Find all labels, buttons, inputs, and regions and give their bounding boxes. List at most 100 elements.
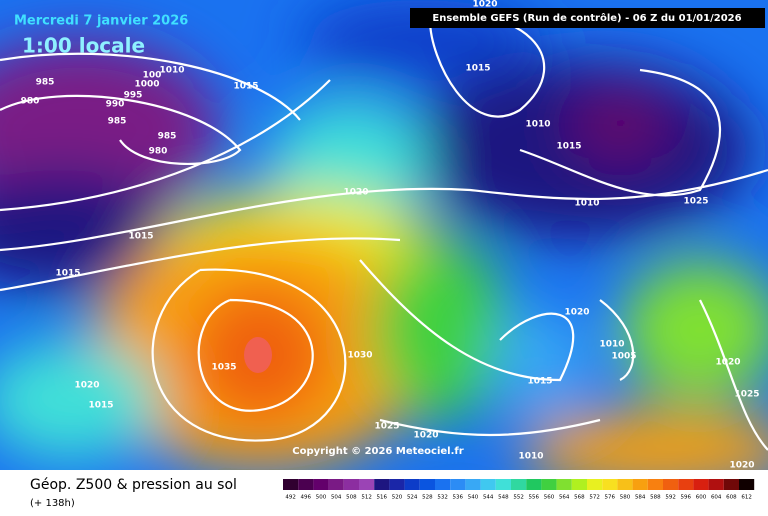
colorbar-swatch [617, 479, 633, 490]
isobar-label: 1020 [472, 0, 497, 10]
colorbar-swatch [693, 479, 709, 490]
colorbar-label: 540 [468, 495, 479, 501]
colorbar-label: 532 [437, 495, 448, 501]
colorbar-swatch [283, 479, 299, 490]
isobar-label: 985 [36, 78, 55, 88]
isobar-label: 1015 [527, 377, 552, 387]
colorbar-swatch [663, 479, 679, 490]
isobar-label: 1005 [611, 352, 636, 362]
isobar-label: 990 [106, 100, 125, 110]
run-label: Ensemble GEFS (Run de contrôle) - 06 Z d… [432, 12, 741, 24]
colorbar-label: 524 [407, 495, 418, 501]
colorbar-swatch [571, 479, 587, 490]
isobar-label: 1010 [525, 120, 550, 130]
isobar-label: 1020 [715, 358, 740, 368]
isobar-label: 1010 [159, 66, 184, 76]
date-title: Mercredi 7 janvier 2026 [14, 14, 188, 29]
isobar-label: 995 [124, 91, 143, 101]
run-box [410, 8, 765, 28]
colorbar-label: 492 [285, 495, 296, 501]
colorbar-label: 496 [301, 495, 312, 501]
isobar-label: 985 [158, 132, 177, 142]
colorbar-swatch [313, 479, 329, 490]
colorbar-swatch [374, 479, 390, 490]
colorbar-label: 612 [741, 495, 752, 501]
isobar-label: 1020 [564, 308, 589, 318]
colorbar-swatch [435, 479, 451, 490]
colorbar-swatch [328, 479, 344, 490]
colorbar-swatch [389, 479, 405, 490]
colorbar-swatch [465, 479, 481, 490]
colorbar-label: 564 [559, 495, 570, 501]
colorbar-label: 504 [331, 495, 342, 501]
colorbar-swatch [602, 479, 618, 490]
isobar-label: 100 [143, 71, 162, 81]
isobar-label: 1015 [128, 232, 153, 242]
isobar-label: 985 [108, 117, 127, 127]
colorbar-label: 516 [377, 495, 388, 501]
colorbar-swatch [359, 479, 375, 490]
colorbar-swatch [511, 479, 527, 490]
colorbar-label: 600 [696, 495, 707, 501]
isobar-label: 1025 [734, 390, 759, 400]
colorbar-label: 588 [650, 495, 661, 501]
colorbar-label: 604 [711, 495, 722, 501]
footer-lead: (+ 138h) [30, 498, 75, 509]
colorbar-swatch [541, 479, 557, 490]
colorbar-swatch [298, 479, 314, 490]
colorbar-label: 608 [726, 495, 737, 501]
colorbar-swatch [495, 479, 511, 490]
isobar-label: 1020 [343, 188, 368, 198]
isobar-label: 1010 [599, 340, 624, 350]
isobar-label: 1015 [233, 82, 258, 92]
colorbar-label: 576 [605, 495, 616, 501]
colorbar-label: 520 [392, 495, 403, 501]
colorbar-label: 584 [635, 495, 646, 501]
time-label: 1:00 locale [22, 34, 145, 58]
colorbar-label: 592 [665, 495, 676, 501]
isobar-label: 1000 [134, 80, 159, 90]
colorbar-swatch [708, 479, 724, 490]
colorbar-label: 508 [346, 495, 357, 501]
colorbar-swatch [678, 479, 694, 490]
copyright: Copyright © 2026 Meteociel.fr [292, 446, 463, 457]
colorbar-swatch [723, 479, 739, 490]
colorbar-label: 500 [316, 495, 327, 501]
isobar-label: 980 [149, 147, 168, 157]
isobar-label: 1030 [347, 351, 372, 361]
colorbar-label: 544 [483, 495, 494, 501]
colorbar-swatch [526, 479, 542, 490]
isobar-label: 1015 [88, 401, 113, 411]
footer-title: Géop. Z500 & pression au sol [30, 477, 237, 493]
isobar-label: 1025 [374, 422, 399, 432]
isobar-label: 1010 [518, 452, 543, 462]
colorbar-label: 536 [453, 495, 464, 501]
isobar-label: 1015 [465, 64, 490, 74]
colorbar-swatch [343, 479, 359, 490]
colorbar-swatch [647, 479, 663, 490]
colorbar-swatch [419, 479, 435, 490]
colorbar-label: 560 [544, 495, 555, 501]
colorbar-swatch [556, 479, 572, 490]
isobar-label: 1020 [729, 461, 754, 471]
isobar-label: 1035 [211, 363, 236, 373]
isobar-label: 1015 [55, 269, 80, 279]
colorbar-label: 580 [620, 495, 631, 501]
colorbar: 492 496 500 504 508 512 516 520 524 528 532 536 540 5… [283, 479, 755, 501]
colorbar-swatch [404, 479, 420, 490]
isobar-label: 1020 [413, 431, 438, 441]
isobar-label: 1025 [683, 197, 708, 207]
colorbar-label: 548 [498, 495, 509, 501]
colorbar-label: 556 [529, 495, 540, 501]
colorbar-swatch [739, 479, 755, 490]
map-field [0, 0, 768, 490]
colorbar-swatch [587, 479, 603, 490]
isobar-label: 980 [21, 97, 40, 107]
colorbar-swatch [480, 479, 496, 490]
colorbar-label: 512 [361, 495, 372, 501]
isobar-label: 1010 [574, 199, 599, 209]
isobar-labels: 1020101010010009859809959909851015101598… [21, 0, 760, 471]
footer-bg [0, 470, 768, 512]
colorbar-label: 572 [589, 495, 600, 501]
